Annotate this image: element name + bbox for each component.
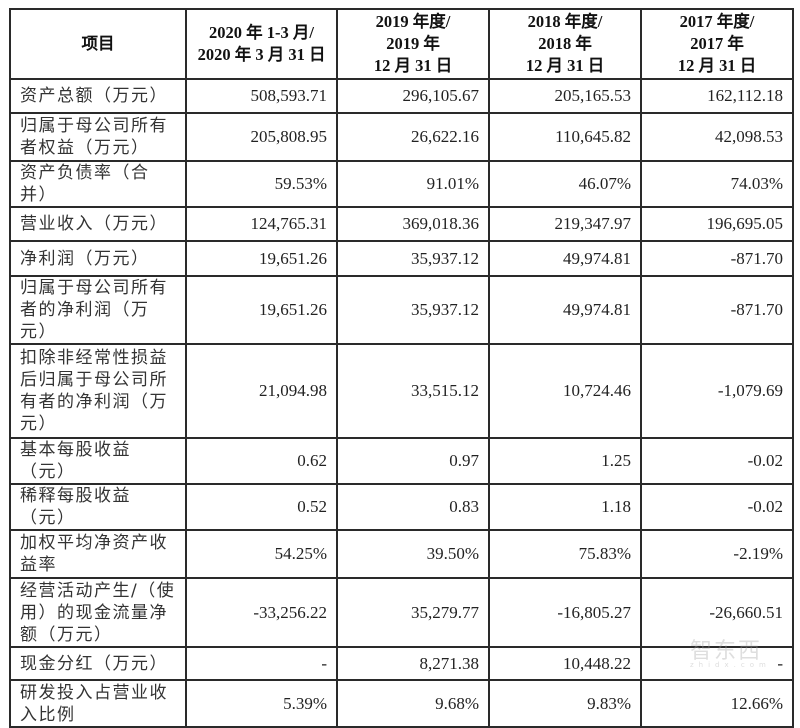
cell-value: 35,937.12 [336, 240, 490, 277]
row-label: 资产总额（万元） [9, 78, 187, 114]
row-label: 经营活动产生/（使用）的现金流量净额（万元） [9, 577, 187, 648]
row-label: 稀释每股收益（元） [9, 483, 187, 531]
cell-value: -1,079.69 [640, 343, 794, 439]
cell-value: 10,448.22 [488, 646, 642, 681]
cell-value: -871.70 [640, 275, 794, 345]
cell-value: -0.02 [640, 437, 794, 485]
cell-value: 49,974.81 [488, 275, 642, 345]
table-row: 现金分红（万元） - 8,271.38 10,448.22 - [9, 646, 794, 681]
cell-value: 35,279.77 [336, 577, 490, 648]
row-label: 净利润（万元） [9, 240, 187, 277]
cell-value: 12.66% [640, 679, 794, 728]
cell-value: 91.01% [336, 160, 490, 208]
cell-value: 33,515.12 [336, 343, 490, 439]
cell-value: - [640, 646, 794, 681]
row-label: 归属于母公司所有者权益（万元） [9, 112, 187, 162]
cell-value: 1.25 [488, 437, 642, 485]
cell-value: 0.83 [336, 483, 490, 531]
financial-summary-table: 项目 2020 年 1-3 月/ 2020 年 3 月 31 日 2019 年度… [9, 8, 794, 728]
cell-value: -33,256.22 [185, 577, 338, 648]
cell-value: -2.19% [640, 529, 794, 579]
cell-value: 19,651.26 [185, 275, 338, 345]
cell-value: 1.18 [488, 483, 642, 531]
cell-value: 39.50% [336, 529, 490, 579]
cell-value: 59.53% [185, 160, 338, 208]
table-row: 归属于母公司所有者权益（万元） 205,808.95 26,622.16 110… [9, 112, 794, 162]
header-item: 项目 [9, 8, 187, 80]
cell-value: 10,724.46 [488, 343, 642, 439]
cell-value: 0.97 [336, 437, 490, 485]
table-row: 归属于母公司所有者的净利润（万元） 19,651.26 35,937.12 49… [9, 275, 794, 345]
header-2020q1: 2020 年 1-3 月/ 2020 年 3 月 31 日 [185, 8, 338, 80]
cell-value: -0.02 [640, 483, 794, 531]
row-label: 现金分红（万元） [9, 646, 187, 681]
cell-value: 74.03% [640, 160, 794, 208]
cell-value: 110,645.82 [488, 112, 642, 162]
table-row: 资产负债率（合并） 59.53% 91.01% 46.07% 74.03% [9, 160, 794, 208]
cell-value: 219,347.97 [488, 206, 642, 242]
cell-value: 296,105.67 [336, 78, 490, 114]
row-label: 归属于母公司所有者的净利润（万元） [9, 275, 187, 345]
cell-value: 9.68% [336, 679, 490, 728]
cell-value: 162,112.18 [640, 78, 794, 114]
cell-value: -871.70 [640, 240, 794, 277]
cell-value: 205,808.95 [185, 112, 338, 162]
cell-value: 124,765.31 [185, 206, 338, 242]
cell-value: 0.52 [185, 483, 338, 531]
table-row: 经营活动产生/（使用）的现金流量净额（万元） -33,256.22 35,279… [9, 577, 794, 648]
row-label: 营业收入（万元） [9, 206, 187, 242]
table-row: 净利润（万元） 19,651.26 35,937.12 49,974.81 -8… [9, 240, 794, 277]
table-row: 加权平均净资产收益率 54.25% 39.50% 75.83% -2.19% [9, 529, 794, 579]
row-label: 资产负债率（合并） [9, 160, 187, 208]
header-2019: 2019 年度/ 2019 年 12 月 31 日 [336, 8, 490, 80]
cell-value: 8,271.38 [336, 646, 490, 681]
cell-value: 26,622.16 [336, 112, 490, 162]
header-2018: 2018 年度/ 2018 年 12 月 31 日 [488, 8, 642, 80]
cell-value: 35,937.12 [336, 275, 490, 345]
cell-value: 75.83% [488, 529, 642, 579]
cell-value: 9.83% [488, 679, 642, 728]
cell-value: 369,018.36 [336, 206, 490, 242]
table-row: 研发投入占营业收入比例 5.39% 9.68% 9.83% 12.66% [9, 679, 794, 728]
cell-value: -16,805.27 [488, 577, 642, 648]
table-row: 基本每股收益（元） 0.62 0.97 1.25 -0.02 [9, 437, 794, 485]
row-label: 扣除非经常性损益后归属于母公司所有者的净利润（万元） [9, 343, 187, 439]
cell-value: 0.62 [185, 437, 338, 485]
row-label: 研发投入占营业收入比例 [9, 679, 187, 728]
table-row: 稀释每股收益（元） 0.52 0.83 1.18 -0.02 [9, 483, 794, 531]
cell-value: 196,695.05 [640, 206, 794, 242]
cell-value: 46.07% [488, 160, 642, 208]
row-label: 加权平均净资产收益率 [9, 529, 187, 579]
cell-value: 54.25% [185, 529, 338, 579]
cell-value: -26,660.51 [640, 577, 794, 648]
table-row: 资产总额（万元） 508,593.71 296,105.67 205,165.5… [9, 78, 794, 114]
table-row: 营业收入（万元） 124,765.31 369,018.36 219,347.9… [9, 206, 794, 242]
table-row: 扣除非经常性损益后归属于母公司所有者的净利润（万元） 21,094.98 33,… [9, 343, 794, 439]
cell-value: 19,651.26 [185, 240, 338, 277]
cell-value: 42,098.53 [640, 112, 794, 162]
cell-value: 205,165.53 [488, 78, 642, 114]
cell-value: 508,593.71 [185, 78, 338, 114]
cell-value: 5.39% [185, 679, 338, 728]
header-2017: 2017 年度/ 2017 年 12 月 31 日 [640, 8, 794, 80]
cell-value: 49,974.81 [488, 240, 642, 277]
cell-value: - [185, 646, 338, 681]
header-row: 项目 2020 年 1-3 月/ 2020 年 3 月 31 日 2019 年度… [9, 8, 794, 80]
row-label: 基本每股收益（元） [9, 437, 187, 485]
cell-value: 21,094.98 [185, 343, 338, 439]
